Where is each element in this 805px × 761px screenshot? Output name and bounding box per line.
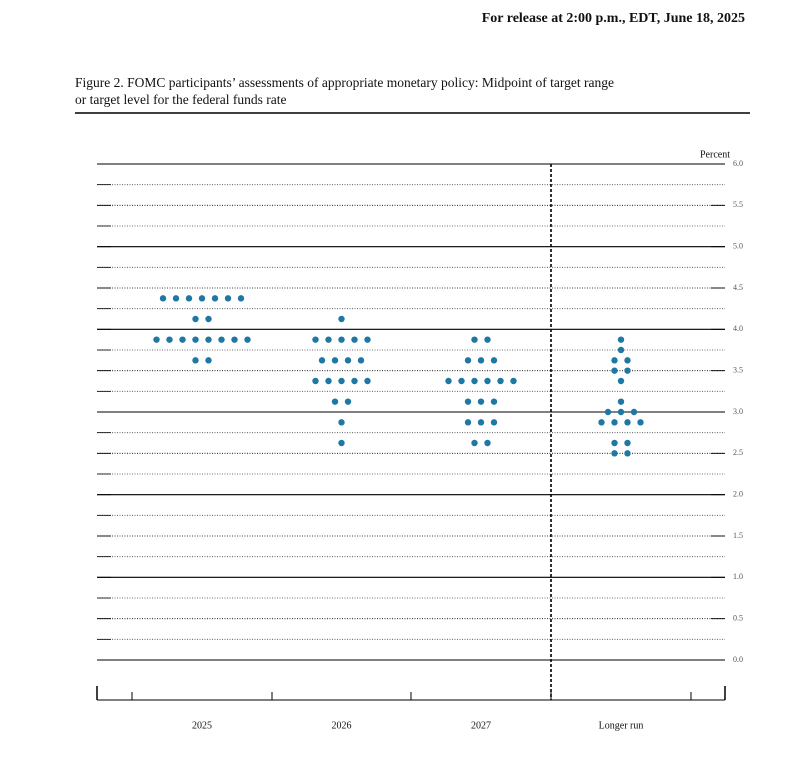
dot [357,357,365,364]
dot [231,336,238,343]
dot [244,336,251,343]
dot [624,367,631,374]
y-tick-label: 4.0 [733,324,743,333]
dot [617,346,625,354]
y-tick-label: 0.5 [733,613,743,622]
dot [484,439,491,447]
dot [611,357,618,364]
dot [611,367,618,374]
dot [338,439,345,447]
dot [458,377,465,385]
y-tick-label: 3.0 [733,407,743,416]
dot [604,408,612,416]
y-tick-label: 0.0 [733,655,743,664]
dot [312,377,319,385]
dot [484,377,491,385]
dot [624,419,631,426]
dot [611,419,618,426]
dot [331,398,339,405]
x-tick-label: 2027 [471,720,491,731]
dot [624,439,631,447]
dot [445,377,452,385]
dot [510,377,517,385]
y-tick-label: 2.0 [733,489,743,498]
y-tick-label: 5.5 [733,200,743,209]
dot [166,336,173,343]
dot [338,315,345,323]
dot [198,295,206,302]
dot [185,295,193,302]
dot [192,315,199,323]
dot [617,377,625,385]
dot [611,450,618,457]
dot [477,419,485,426]
dot [192,357,199,364]
y-tick-label: 1.0 [733,572,743,581]
dot [312,336,319,343]
dot [477,398,485,405]
dot [497,377,504,385]
y-tick-label: 3.5 [733,365,743,374]
dot [338,419,345,426]
dot [153,336,160,343]
dot [344,398,352,405]
dot [471,439,478,447]
dot [464,398,472,405]
dot [338,377,345,385]
dot [617,408,625,416]
dot [490,419,498,426]
y-axis-label: Percent [700,149,730,160]
dot [205,357,212,364]
dot [351,377,358,385]
dot [351,336,358,343]
y-tick-label: 5.0 [733,241,743,250]
x-tick-label: 2025 [192,720,212,731]
dot [464,357,472,364]
dot [484,336,491,343]
dot [338,336,345,343]
dot [624,450,631,457]
y-tick-label: 6.0 [733,159,743,168]
dot [611,439,618,447]
dot [617,398,625,405]
dot [637,419,644,426]
x-tick-label: 2026 [332,720,352,731]
dot [364,336,371,343]
dot [477,357,485,364]
dot [325,336,332,343]
dot [630,408,638,416]
dot [471,336,478,343]
dot [364,377,371,385]
dot [344,357,352,364]
dot [179,336,186,343]
dot [237,295,245,302]
x-tick-label: Longer run [599,720,644,731]
y-tick-label: 1.5 [733,531,743,540]
dot [490,398,498,405]
y-tick-label: 2.5 [733,448,743,457]
dot [325,377,332,385]
dot [205,336,212,343]
dot [331,357,339,364]
dot [192,336,199,343]
dot [211,295,219,302]
dot [617,336,625,343]
figure-title: Figure 2. FOMC participants’ assessments… [75,75,614,107]
dot [224,295,232,302]
dot [598,419,605,426]
dot [471,377,478,385]
dot [624,357,631,364]
dot [490,357,498,364]
dot [464,419,472,426]
dot [318,357,326,364]
dot [218,336,225,343]
dot [159,295,167,302]
y-tick-label: 4.5 [733,283,743,292]
dot [205,315,212,323]
dot [172,295,180,302]
release-header: For release at 2:00 p.m., EDT, June 18, … [482,11,745,26]
